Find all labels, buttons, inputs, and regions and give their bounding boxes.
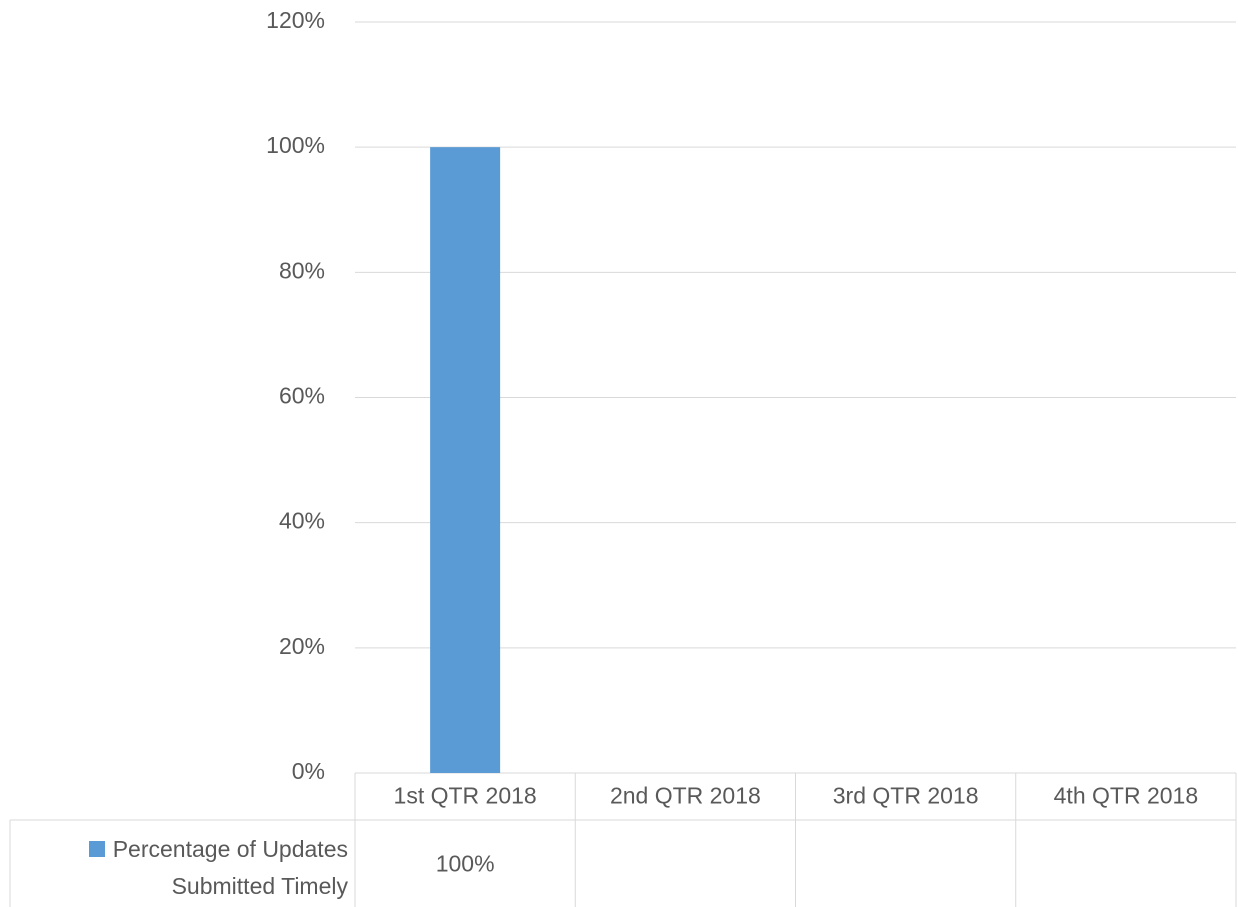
legend-entry: Percentage of Updates Submitted Timely bbox=[14, 831, 348, 905]
x-tick-label: 4th QTR 2018 bbox=[1054, 783, 1198, 809]
y-tick-label: 80% bbox=[279, 257, 325, 283]
y-tick-label: 60% bbox=[279, 383, 325, 409]
y-tick-label: 120% bbox=[266, 7, 325, 33]
legend-label: Percentage of Updates Submitted Timely bbox=[112, 836, 348, 899]
x-tick-label: 3rd QTR 2018 bbox=[833, 783, 979, 809]
data-table-value: 100% bbox=[436, 851, 495, 877]
legend-swatch bbox=[88, 841, 105, 857]
y-tick-label: 20% bbox=[279, 633, 325, 659]
bar bbox=[430, 147, 501, 773]
y-tick-label: 0% bbox=[292, 758, 325, 784]
y-tick-label: 100% bbox=[266, 132, 325, 158]
x-tick-label: 1st QTR 2018 bbox=[394, 783, 537, 809]
x-tick-label: 2nd QTR 2018 bbox=[610, 783, 761, 809]
y-tick-label: 40% bbox=[279, 508, 325, 534]
